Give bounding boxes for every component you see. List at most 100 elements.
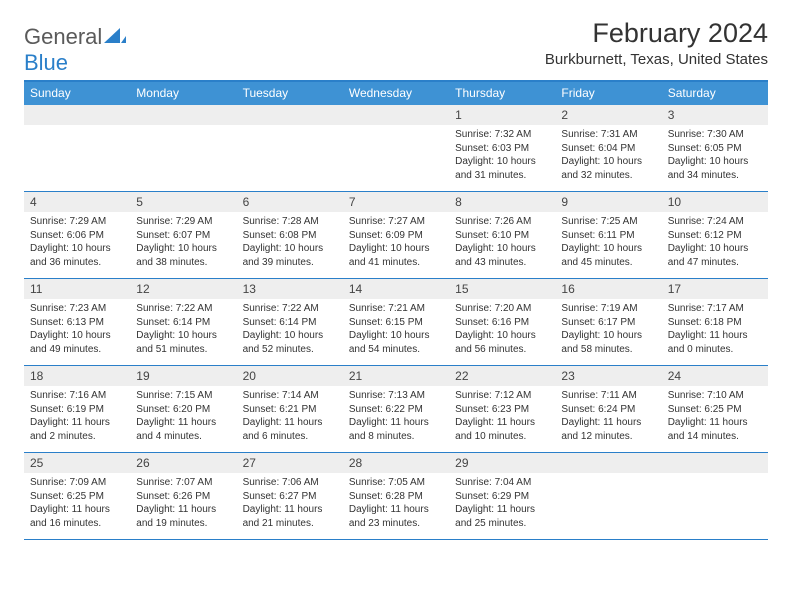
- day-body: Sunrise: 7:09 AMSunset: 6:25 PMDaylight:…: [24, 473, 130, 534]
- day-cell: 6Sunrise: 7:28 AMSunset: 6:08 PMDaylight…: [237, 192, 343, 278]
- daylight-text: Daylight: 10 hours and 31 minutes.: [455, 155, 549, 182]
- sunset-text: Sunset: 6:25 PM: [668, 403, 762, 417]
- sunrise-text: Sunrise: 7:20 AM: [455, 302, 549, 316]
- daylight-text: Daylight: 11 hours and 4 minutes.: [136, 416, 230, 443]
- day-number: [237, 105, 343, 125]
- sunset-text: Sunset: 6:14 PM: [243, 316, 337, 330]
- day-cell: 11Sunrise: 7:23 AMSunset: 6:13 PMDayligh…: [24, 279, 130, 365]
- sunset-text: Sunset: 6:04 PM: [561, 142, 655, 156]
- day-body: Sunrise: 7:05 AMSunset: 6:28 PMDaylight:…: [343, 473, 449, 534]
- day-body: Sunrise: 7:19 AMSunset: 6:17 PMDaylight:…: [555, 299, 661, 360]
- daylight-text: Daylight: 10 hours and 34 minutes.: [668, 155, 762, 182]
- day-number: 18: [24, 366, 130, 386]
- daylight-text: Daylight: 11 hours and 0 minutes.: [668, 329, 762, 356]
- day-number: [555, 453, 661, 473]
- sunrise-text: Sunrise: 7:31 AM: [561, 128, 655, 142]
- daylight-text: Daylight: 11 hours and 10 minutes.: [455, 416, 549, 443]
- day-body: Sunrise: 7:17 AMSunset: 6:18 PMDaylight:…: [662, 299, 768, 360]
- day-number: 14: [343, 279, 449, 299]
- daylight-text: Daylight: 10 hours and 58 minutes.: [561, 329, 655, 356]
- day-body: Sunrise: 7:23 AMSunset: 6:13 PMDaylight:…: [24, 299, 130, 360]
- sunrise-text: Sunrise: 7:28 AM: [243, 215, 337, 229]
- day-body: Sunrise: 7:22 AMSunset: 6:14 PMDaylight:…: [237, 299, 343, 360]
- sunset-text: Sunset: 6:09 PM: [349, 229, 443, 243]
- sunset-text: Sunset: 6:20 PM: [136, 403, 230, 417]
- sunrise-text: Sunrise: 7:17 AM: [668, 302, 762, 316]
- week-row: 18Sunrise: 7:16 AMSunset: 6:19 PMDayligh…: [24, 366, 768, 453]
- daylight-text: Daylight: 11 hours and 6 minutes.: [243, 416, 337, 443]
- day-body: Sunrise: 7:06 AMSunset: 6:27 PMDaylight:…: [237, 473, 343, 534]
- sail-icon: [104, 24, 126, 50]
- day-cell: [662, 453, 768, 539]
- sunset-text: Sunset: 6:12 PM: [668, 229, 762, 243]
- day-number: [130, 105, 236, 125]
- day-body: Sunrise: 7:27 AMSunset: 6:09 PMDaylight:…: [343, 212, 449, 273]
- day-number: 23: [555, 366, 661, 386]
- sunrise-text: Sunrise: 7:32 AM: [455, 128, 549, 142]
- day-number: 5: [130, 192, 236, 212]
- day-cell: 7Sunrise: 7:27 AMSunset: 6:09 PMDaylight…: [343, 192, 449, 278]
- day-body: Sunrise: 7:24 AMSunset: 6:12 PMDaylight:…: [662, 212, 768, 273]
- day-number: 12: [130, 279, 236, 299]
- sunrise-text: Sunrise: 7:11 AM: [561, 389, 655, 403]
- sunset-text: Sunset: 6:16 PM: [455, 316, 549, 330]
- day-body: Sunrise: 7:12 AMSunset: 6:23 PMDaylight:…: [449, 386, 555, 447]
- day-body: Sunrise: 7:22 AMSunset: 6:14 PMDaylight:…: [130, 299, 236, 360]
- day-body: Sunrise: 7:11 AMSunset: 6:24 PMDaylight:…: [555, 386, 661, 447]
- day-body: Sunrise: 7:14 AMSunset: 6:21 PMDaylight:…: [237, 386, 343, 447]
- daylight-text: Daylight: 11 hours and 19 minutes.: [136, 503, 230, 530]
- sunset-text: Sunset: 6:07 PM: [136, 229, 230, 243]
- day-number: 4: [24, 192, 130, 212]
- sunrise-text: Sunrise: 7:29 AM: [136, 215, 230, 229]
- day-body: Sunrise: 7:26 AMSunset: 6:10 PMDaylight:…: [449, 212, 555, 273]
- daylight-text: Daylight: 10 hours and 47 minutes.: [668, 242, 762, 269]
- sunrise-text: Sunrise: 7:14 AM: [243, 389, 337, 403]
- sunrise-text: Sunrise: 7:24 AM: [668, 215, 762, 229]
- day-number: 7: [343, 192, 449, 212]
- title-block: February 2024 Burkburnett, Texas, United…: [545, 18, 768, 68]
- day-body: Sunrise: 7:13 AMSunset: 6:22 PMDaylight:…: [343, 386, 449, 447]
- sunset-text: Sunset: 6:05 PM: [668, 142, 762, 156]
- month-title: February 2024: [545, 18, 768, 49]
- sunset-text: Sunset: 6:19 PM: [30, 403, 124, 417]
- day-number: 3: [662, 105, 768, 125]
- daylight-text: Daylight: 10 hours and 45 minutes.: [561, 242, 655, 269]
- sunrise-text: Sunrise: 7:09 AM: [30, 476, 124, 490]
- day-number: 1: [449, 105, 555, 125]
- sunset-text: Sunset: 6:29 PM: [455, 490, 549, 504]
- sunset-text: Sunset: 6:03 PM: [455, 142, 549, 156]
- daylight-text: Daylight: 10 hours and 54 minutes.: [349, 329, 443, 356]
- day-cell: 9Sunrise: 7:25 AMSunset: 6:11 PMDaylight…: [555, 192, 661, 278]
- sunrise-text: Sunrise: 7:16 AM: [30, 389, 124, 403]
- sunrise-text: Sunrise: 7:21 AM: [349, 302, 443, 316]
- day-number: [662, 453, 768, 473]
- sunset-text: Sunset: 6:23 PM: [455, 403, 549, 417]
- week-row: 4Sunrise: 7:29 AMSunset: 6:06 PMDaylight…: [24, 192, 768, 279]
- day-number: 11: [24, 279, 130, 299]
- weekday-header: Thursday: [449, 82, 555, 105]
- sunset-text: Sunset: 6:11 PM: [561, 229, 655, 243]
- weekday-header: Sunday: [24, 82, 130, 105]
- daylight-text: Daylight: 11 hours and 23 minutes.: [349, 503, 443, 530]
- daylight-text: Daylight: 11 hours and 21 minutes.: [243, 503, 337, 530]
- day-number: 21: [343, 366, 449, 386]
- sunrise-text: Sunrise: 7:05 AM: [349, 476, 443, 490]
- day-number: 17: [662, 279, 768, 299]
- calendar: SundayMondayTuesdayWednesdayThursdayFrid…: [24, 80, 768, 540]
- sunrise-text: Sunrise: 7:27 AM: [349, 215, 443, 229]
- day-number: 27: [237, 453, 343, 473]
- day-body: Sunrise: 7:28 AMSunset: 6:08 PMDaylight:…: [237, 212, 343, 273]
- sunset-text: Sunset: 6:26 PM: [136, 490, 230, 504]
- day-cell: 25Sunrise: 7:09 AMSunset: 6:25 PMDayligh…: [24, 453, 130, 539]
- day-number: 10: [662, 192, 768, 212]
- sunrise-text: Sunrise: 7:26 AM: [455, 215, 549, 229]
- day-body: Sunrise: 7:16 AMSunset: 6:19 PMDaylight:…: [24, 386, 130, 447]
- day-cell: 1 Sunrise: 7:32 AMSunset: 6:03 PMDaylight…: [449, 105, 555, 191]
- sunset-text: Sunset: 6:08 PM: [243, 229, 337, 243]
- day-cell: [343, 105, 449, 191]
- day-number: 2: [555, 105, 661, 125]
- day-number: 20: [237, 366, 343, 386]
- day-cell: 20Sunrise: 7:14 AMSunset: 6:21 PMDayligh…: [237, 366, 343, 452]
- day-cell: 22Sunrise: 7:12 AMSunset: 6:23 PMDayligh…: [449, 366, 555, 452]
- sunrise-text: Sunrise: 7:19 AM: [561, 302, 655, 316]
